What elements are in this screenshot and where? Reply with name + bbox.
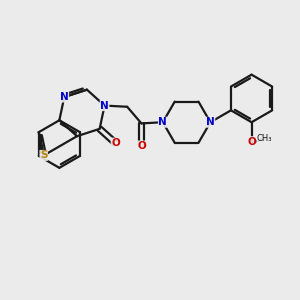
Text: O: O bbox=[111, 138, 120, 148]
Text: S: S bbox=[40, 150, 47, 161]
Text: O: O bbox=[137, 141, 146, 151]
Text: N: N bbox=[100, 100, 109, 111]
Text: N: N bbox=[60, 92, 69, 102]
Text: CH₃: CH₃ bbox=[257, 134, 272, 143]
Text: N: N bbox=[158, 117, 167, 127]
Text: O: O bbox=[247, 137, 256, 147]
Text: N: N bbox=[206, 117, 215, 127]
